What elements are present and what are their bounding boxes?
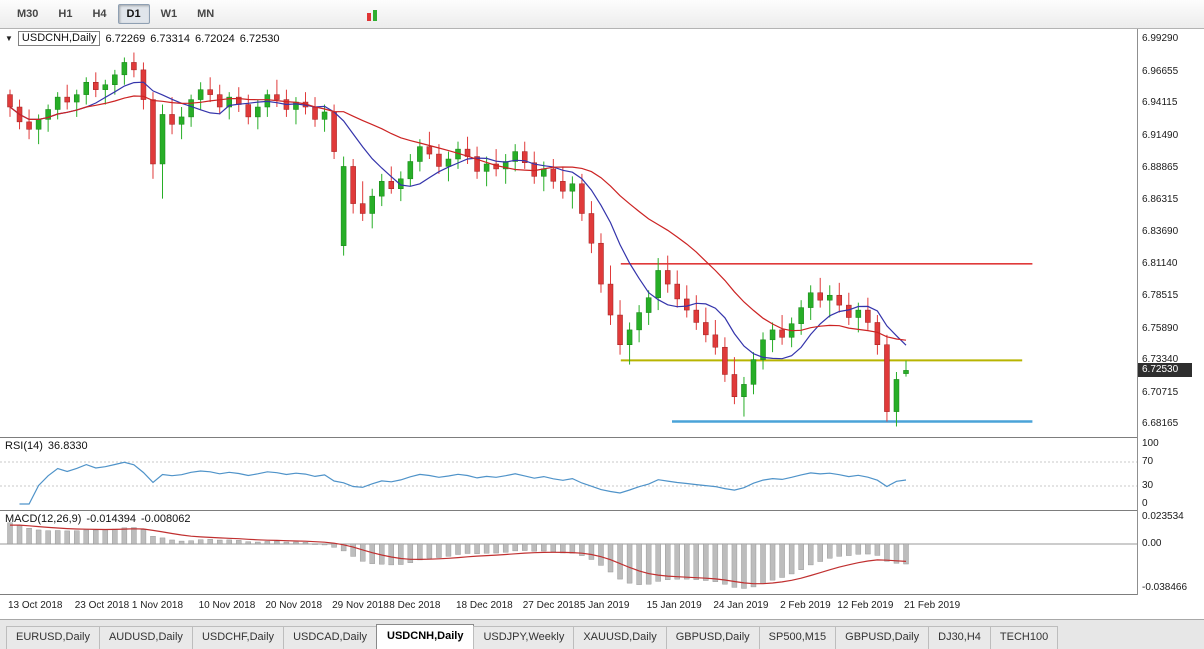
timeframe-w1[interactable]: W1 xyxy=(160,8,178,20)
axis-label: 100 xyxy=(1142,438,1159,449)
rsi-line xyxy=(19,461,907,505)
axis-label: 6.73340 xyxy=(1142,354,1179,366)
axis-label: 6.83690 xyxy=(1142,226,1179,238)
date-label: 8 Dec 2018 xyxy=(389,600,441,611)
toolbar: M30 H1 H4 D1 W1 MN xyxy=(0,0,1204,29)
axis-label: 6.94115 xyxy=(1142,97,1178,109)
axis-label: 0 xyxy=(1142,498,1148,509)
chart-tab[interactable]: DJ30,H4 xyxy=(928,626,991,649)
axis-label: 6.91490 xyxy=(1142,129,1179,141)
macd-pane-header: MACD(12,26,9) -0.014394 -0.008062 xyxy=(5,513,191,525)
timeframe-mn[interactable]: MN xyxy=(197,8,215,20)
date-label: 27 Dec 2018 xyxy=(522,600,580,611)
date-label: 13 Oct 2018 xyxy=(8,600,63,611)
rsi-pane[interactable]: RSI(14) 36.8330 xyxy=(0,438,1137,510)
chevron-down-icon[interactable]: ▼ xyxy=(5,34,13,43)
axis-label: 6.70715 xyxy=(1142,386,1179,398)
chart-tab[interactable]: EURUSD,Daily xyxy=(6,626,100,649)
date-label: 24 Jan 2019 xyxy=(713,600,769,611)
macd-signal-line xyxy=(10,524,907,585)
candlestick-chart xyxy=(7,52,1033,427)
rsi-label: RSI(14) xyxy=(5,440,43,452)
up-candle-glyph xyxy=(373,10,378,21)
timeframe-h4[interactable]: H4 xyxy=(92,8,107,20)
date-label: 12 Feb 2019 xyxy=(837,600,894,611)
date-label: 15 Jan 2019 xyxy=(646,600,702,611)
price-pane-header: ▼ USDCNH,Daily 6.72269 6.73314 6.72024 6… xyxy=(5,31,280,46)
date-label: 20 Nov 2018 xyxy=(265,600,323,611)
axis-label: 30 xyxy=(1142,480,1154,491)
close-value: 6.72530 xyxy=(239,32,280,45)
date-label: 23 Oct 2018 xyxy=(74,600,130,611)
chart-tab[interactable]: AUDUSD,Daily xyxy=(98,626,193,649)
candlestick-icon[interactable] xyxy=(367,7,378,21)
date-label: 29 Nov 2018 xyxy=(332,600,389,611)
timeframe-m30[interactable]: M30 xyxy=(17,8,39,20)
date-label: 1 Nov 2018 xyxy=(131,600,184,611)
date-axis: 13 Oct 2018 23 Oct 2018 1 Nov 2018 10 Nov 2… xyxy=(0,595,1137,619)
date-label: 18 Dec 2018 xyxy=(456,600,513,611)
axis-label: 6.78515 xyxy=(1142,290,1179,302)
chart-window: ▼ USDCNH,Daily 6.72269 6.73314 6.72024 6… xyxy=(0,29,1204,619)
chart-tab[interactable]: GBPUSD,Daily xyxy=(665,626,760,649)
macd-histogram xyxy=(7,522,909,589)
chart-tab[interactable]: USDCHF,Daily xyxy=(191,626,285,649)
timeframe-buttons: M30 H1 H4 D1 W1 MN xyxy=(8,4,225,24)
chart-tab[interactable]: GBPUSD,Daily xyxy=(835,626,930,649)
axis-label: 6.81140 xyxy=(1142,257,1178,269)
axis-label: 0.00 xyxy=(1142,537,1162,549)
axis-label: -0.038466 xyxy=(1142,582,1188,593)
axis-label: 6.68165 xyxy=(1142,418,1179,430)
pane-separator[interactable] xyxy=(0,594,1204,595)
chart-tab-bar: EURUSD,Daily AUDUSD,Daily USDCHF,Daily USDC… xyxy=(0,619,1204,649)
high-value: 6.73314 xyxy=(150,32,191,45)
ma-fast-line[interactable] xyxy=(9,81,907,360)
axis-label: 0.023534 xyxy=(1142,511,1184,522)
chart-tab[interactable]: USDCNH,Daily xyxy=(376,624,475,649)
symbol-label: USDCNH,Daily xyxy=(17,31,101,46)
open-value: 6.72269 xyxy=(105,32,146,45)
axis-label: 6.86315 xyxy=(1142,193,1179,205)
timeframe-h1[interactable]: H1 xyxy=(58,8,73,20)
axis-label: 70 xyxy=(1142,456,1154,467)
date-label: 21 Feb 2019 xyxy=(904,600,961,611)
axis-label: 6.88865 xyxy=(1142,162,1179,174)
price-pane[interactable]: ▼ USDCNH,Daily 6.72269 6.73314 6.72024 6… xyxy=(0,29,1137,437)
macd-signal-value: -0.008062 xyxy=(140,513,191,525)
axis-separator xyxy=(1137,29,1138,595)
date-label: 2 Feb 2019 xyxy=(780,600,831,611)
axis-label: 6.96655 xyxy=(1142,65,1179,77)
axis-label: 6.99290 xyxy=(1142,33,1179,45)
chart-tab[interactable]: USDCAD,Daily xyxy=(283,626,378,649)
pane-separator[interactable] xyxy=(0,437,1204,438)
axis-label: 6.75890 xyxy=(1142,322,1179,334)
macd-chart xyxy=(0,522,1137,589)
current-price-badge: 6.72530 xyxy=(1138,363,1192,378)
macd-label: MACD(12,26,9) xyxy=(5,513,82,525)
rsi-chart xyxy=(0,461,1137,505)
chart-tab[interactable]: XAUUSD,Daily xyxy=(573,626,667,649)
low-value: 6.72024 xyxy=(195,32,235,45)
timeframe-d1[interactable]: D1 xyxy=(117,4,150,24)
candles xyxy=(7,52,909,427)
chart-tab[interactable]: USDJPY,Weekly xyxy=(473,626,575,649)
macd-value: -0.014394 xyxy=(86,513,136,525)
chart-tab[interactable]: TECH100 xyxy=(989,626,1059,649)
date-label: 5 Jan 2019 xyxy=(579,600,630,611)
pane-separator[interactable] xyxy=(0,510,1204,511)
chart-tab[interactable]: SP500,M15 xyxy=(758,626,837,649)
down-candle-glyph xyxy=(367,13,372,21)
date-label: 10 Nov 2018 xyxy=(198,600,256,611)
rsi-pane-header: RSI(14) 36.8330 xyxy=(5,440,88,452)
ma-slow-line[interactable] xyxy=(9,95,907,341)
macd-pane[interactable]: MACD(12,26,9) -0.014394 -0.008062 xyxy=(0,511,1137,594)
price-axis: 6.72530 6.99290 6.96655 6.94115 6.91490 6.88… xyxy=(1138,29,1204,619)
rsi-value: 36.8330 xyxy=(47,440,88,452)
